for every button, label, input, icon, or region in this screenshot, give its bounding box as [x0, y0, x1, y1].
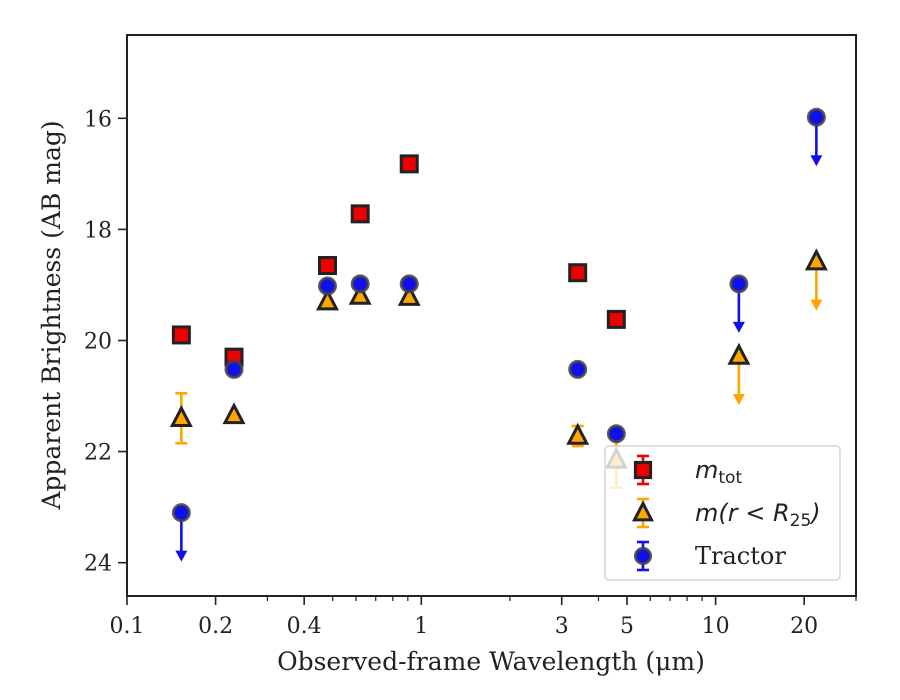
upper-limit-arrowhead: [732, 394, 745, 406]
x-axis-label: Observed-frame Wavelength (μm): [277, 647, 705, 676]
legend-marker-circle: [633, 546, 653, 566]
data-point-group: [804, 248, 828, 311]
x-tick-label: 20: [790, 614, 818, 639]
x-tick-label: 0.4: [287, 614, 322, 639]
upper-limit-arrowhead: [175, 550, 188, 562]
data-point-group: [727, 342, 751, 406]
axis-ticks: 0.1 0.2 0.4 1 3 5 10 20 16 18 20 22 24: [84, 107, 857, 639]
upper-limit-arrowhead: [810, 299, 823, 311]
circle-marker: [171, 503, 191, 523]
data-point-group: [222, 402, 246, 425]
legend-box: [604, 445, 841, 581]
legend: mtot m(r < R25) Tractor: [604, 445, 841, 581]
x-tick-label: 10: [702, 614, 730, 639]
plot-frame: [126, 34, 857, 597]
legend-marker-triangle: [631, 500, 655, 522]
legend-label: m(r < R25): [695, 499, 821, 531]
triangle-marker: [804, 248, 828, 271]
data-point-group: [568, 359, 588, 379]
circle-marker: [350, 274, 370, 294]
y-tick-label: 18: [84, 218, 112, 243]
data-point-group: [317, 276, 337, 296]
x-tick-label: 0.1: [110, 614, 145, 639]
triangle-marker: [316, 288, 339, 311]
y-tick-label: 20: [84, 329, 112, 354]
data-point-group: [171, 503, 191, 562]
data-point-group: [316, 288, 339, 311]
circle-marker: [224, 359, 244, 379]
y-axis-label: Apparent Brightness (AB mag): [37, 120, 66, 510]
x-tick-label: 1: [414, 614, 428, 639]
circle-marker: [317, 276, 337, 296]
circle-marker: [568, 359, 588, 379]
square-marker: [171, 325, 191, 345]
data-point-group: [806, 107, 826, 167]
data-point-group: [606, 424, 626, 444]
data-point-group: [317, 256, 337, 276]
data-point-group: [348, 282, 372, 305]
upper-limit-arrowhead: [810, 155, 823, 167]
legend-label: mtot: [695, 456, 742, 488]
square-marker: [350, 204, 370, 224]
triangle-marker: [566, 422, 590, 445]
square-marker: [399, 154, 419, 174]
x-tick-label: 3: [555, 614, 569, 639]
data-point-group: [399, 274, 419, 294]
data-point-group: [606, 309, 626, 329]
data-point-group: [169, 391, 193, 445]
circle-marker: [606, 424, 626, 444]
circle-marker: [806, 107, 826, 127]
x-tick-label: 0.2: [198, 614, 233, 639]
square-marker: [568, 263, 588, 283]
data-point-group: [350, 204, 370, 224]
square-marker: [606, 309, 626, 329]
square-marker: [317, 256, 337, 276]
data-point-group: [397, 283, 421, 306]
triangle-marker: [348, 282, 372, 305]
legend-marker-square: [633, 460, 653, 480]
data-point-group: [568, 263, 588, 283]
legend-label: Tractor: [695, 542, 786, 570]
circle-marker: [399, 274, 419, 294]
x-tick-label: 5: [620, 614, 634, 639]
triangle-marker: [222, 402, 246, 425]
triangle-marker: [727, 342, 751, 365]
y-tick-label: 16: [84, 107, 112, 132]
circle-marker: [729, 274, 749, 294]
data-point-group: [399, 154, 419, 174]
data-point-group: [171, 325, 191, 345]
data-point-group: [224, 359, 244, 379]
data-point-group: [729, 274, 749, 333]
y-tick-label: 24: [84, 552, 112, 577]
triangle-marker: [397, 283, 421, 306]
data-point-group: [350, 274, 370, 294]
triangle-marker: [169, 405, 193, 427]
y-tick-label: 22: [84, 441, 112, 466]
data-point-group: [566, 422, 590, 448]
upper-limit-arrowhead: [732, 321, 745, 333]
